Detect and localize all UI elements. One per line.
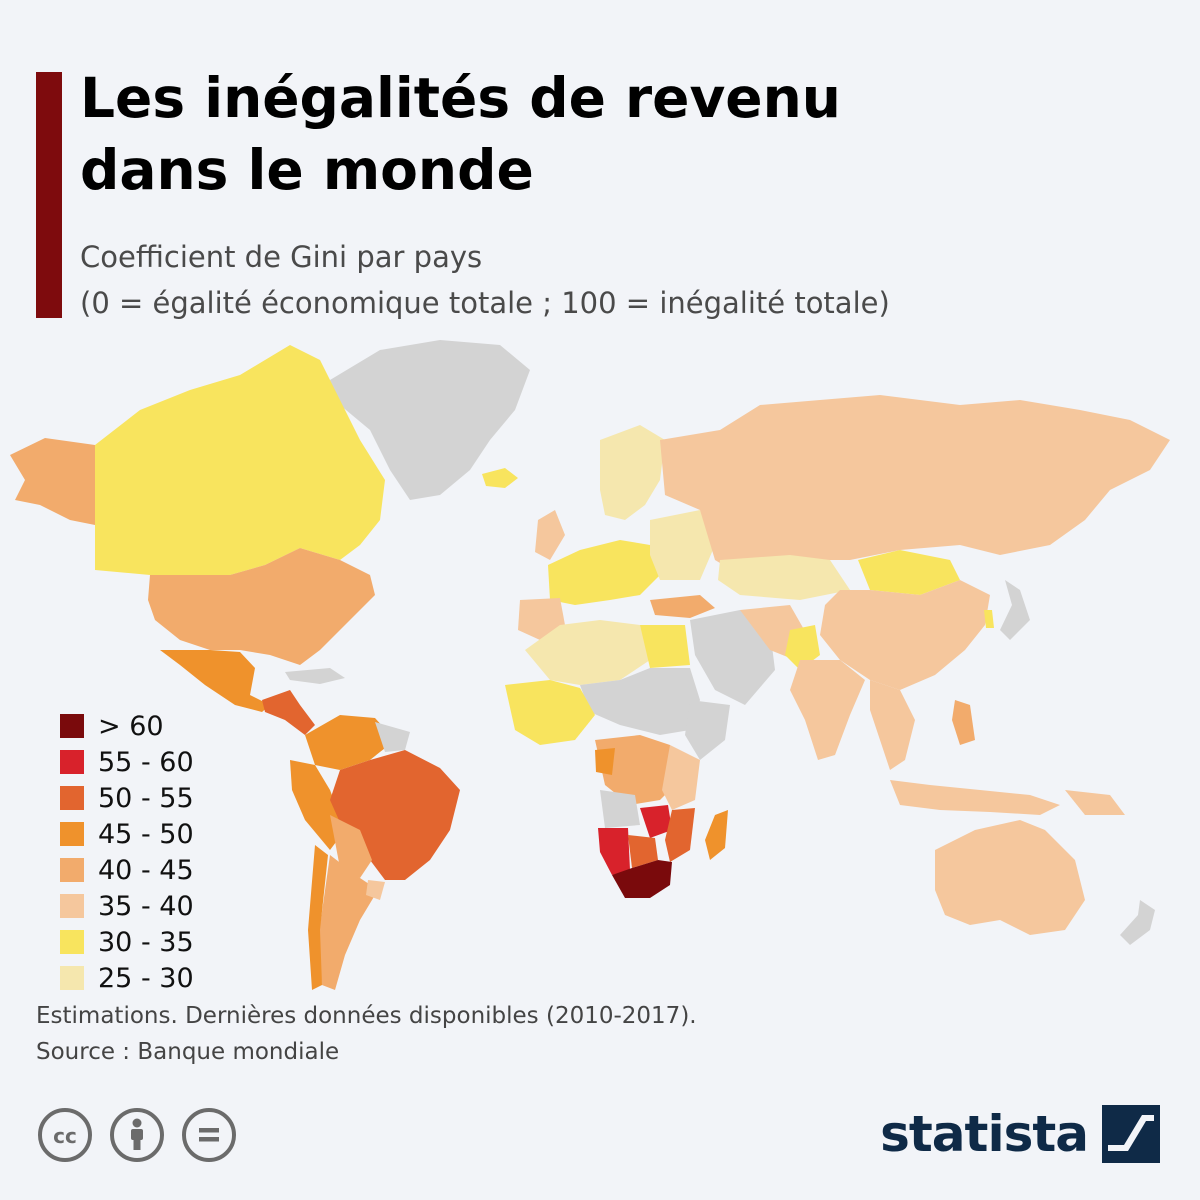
accent-bar: [36, 72, 62, 318]
region-chile: [308, 845, 328, 990]
legend-swatch: [60, 822, 84, 846]
legend-label: 30 - 35: [98, 926, 194, 958]
title-line-2: dans le monde: [80, 138, 534, 202]
region-middle-east: [690, 610, 775, 705]
legend-swatch: [60, 714, 84, 738]
legend-item: 35 - 40: [60, 888, 194, 924]
region-botswana: [628, 835, 658, 868]
region-australia: [935, 820, 1085, 935]
region-southeast-asia: [870, 680, 915, 770]
region-western-europe: [548, 540, 660, 605]
region-horn-africa: [685, 700, 730, 760]
region-angola: [600, 790, 640, 828]
statista-brand: statista: [880, 1104, 1160, 1164]
region-scandinavia: [600, 425, 665, 520]
region-korea: [984, 610, 994, 628]
region-north-africa: [525, 620, 650, 685]
legend-label: > 60: [98, 710, 164, 742]
page-subtitle: Coefficient de Gini par pays (0 = égalit…: [80, 234, 1180, 326]
region-west-africa: [505, 680, 595, 745]
svg-text:cc: cc: [53, 1124, 77, 1148]
source-note: Source : Banque mondiale: [36, 1039, 340, 1065]
region-china: [820, 580, 990, 690]
legend-swatch: [60, 894, 84, 918]
region-kazakhstan: [718, 555, 850, 600]
region-indonesia: [890, 780, 1060, 815]
region-mexico: [160, 650, 270, 712]
region-northern-south-america: [305, 715, 395, 770]
region-turkey: [650, 595, 715, 618]
region-central-america: [262, 690, 315, 735]
region-zambia: [640, 805, 672, 838]
cc-icon[interactable]: cc: [36, 1106, 94, 1164]
region-caribbean: [285, 668, 345, 684]
region-east-africa: [662, 745, 700, 810]
legend-swatch: [60, 786, 84, 810]
no-derivatives-icon[interactable]: [180, 1106, 238, 1164]
region-greenland: [330, 340, 530, 500]
legend-label: 40 - 45: [98, 854, 194, 886]
region-japan: [1000, 580, 1030, 640]
world-map: [10, 340, 1170, 990]
region-south-africa: [612, 860, 672, 898]
region-namibia: [598, 828, 630, 875]
legend-item: 30 - 35: [60, 924, 194, 960]
brand-name: statista: [880, 1105, 1089, 1163]
region-alaska: [10, 438, 95, 525]
region-usa: [148, 548, 375, 665]
legend-item: > 60: [60, 708, 194, 744]
region-egypt: [640, 625, 690, 668]
legend-swatch: [60, 858, 84, 882]
region-peru: [290, 760, 345, 850]
legend-item: 50 - 55: [60, 780, 194, 816]
legend-label: 35 - 40: [98, 890, 194, 922]
region-eastern-europe: [650, 510, 715, 580]
region-new-zealand: [1120, 900, 1155, 945]
page-title: Les inégalités de revenu dans le monde: [80, 62, 1160, 206]
region-iceland: [482, 468, 518, 488]
region-india: [790, 660, 865, 760]
statista-logo-icon: [1102, 1105, 1160, 1163]
legend-label: 55 - 60: [98, 746, 194, 778]
region-argentina: [318, 855, 378, 990]
region-sahel: [580, 668, 700, 735]
region-bolivia: [330, 815, 372, 878]
license-icons: cc: [36, 1106, 238, 1164]
region-philippines: [952, 700, 975, 745]
region-mongolia: [858, 550, 960, 595]
legend-item: 25 - 30: [60, 960, 194, 996]
legend-item: 40 - 45: [60, 852, 194, 888]
legend-swatch: [60, 966, 84, 990]
legend-item: 45 - 50: [60, 816, 194, 852]
region-russia: [660, 395, 1170, 575]
data-note: Estimations. Dernières données disponibl…: [36, 1003, 697, 1029]
subtitle-line-2: (0 = égalité économique totale ; 100 = i…: [80, 286, 890, 320]
region-madagascar: [705, 810, 728, 860]
region-iberia: [518, 598, 565, 640]
attribution-icon[interactable]: [108, 1106, 166, 1164]
legend-label: 50 - 55: [98, 782, 194, 814]
legend-label: 45 - 50: [98, 818, 194, 850]
legend-label: 25 - 30: [98, 962, 194, 994]
region-congo: [595, 748, 615, 775]
region-uk: [535, 510, 565, 560]
legend: > 60 55 - 60 50 - 55 45 - 50 40 - 45 35 …: [60, 708, 194, 996]
region-png: [1065, 790, 1125, 815]
legend-swatch: [60, 750, 84, 774]
region-mozambique: [665, 808, 695, 862]
region-central-africa: [595, 735, 680, 805]
title-line-1: Les inégalités de revenu: [80, 66, 841, 130]
footnotes: Estimations. Dernières données disponibl…: [36, 998, 697, 1070]
subtitle-line-1: Coefficient de Gini par pays: [80, 240, 483, 274]
legend-swatch: [60, 930, 84, 954]
region-uruguay: [366, 880, 385, 900]
region-pakistan: [785, 625, 820, 670]
legend-item: 55 - 60: [60, 744, 194, 780]
region-canada: [95, 345, 385, 575]
region-guianas: [375, 722, 410, 752]
